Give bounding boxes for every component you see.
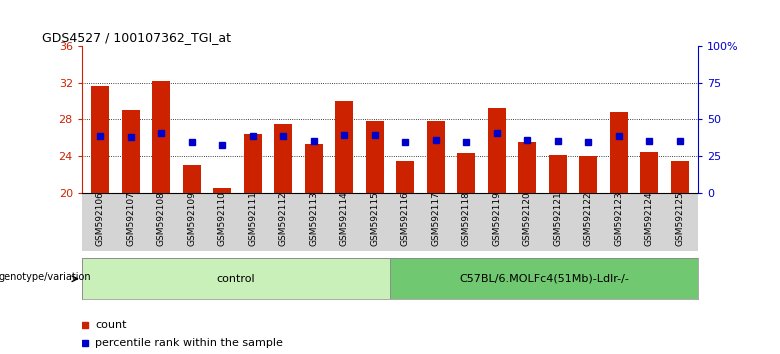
Bar <box>390 258 698 299</box>
Bar <box>366 121 384 193</box>
Bar <box>335 101 353 193</box>
Bar <box>396 161 414 193</box>
Bar <box>91 86 109 193</box>
Bar <box>610 112 628 193</box>
Text: percentile rank within the sample: percentile rank within the sample <box>95 338 283 348</box>
Text: control: control <box>217 274 255 284</box>
Bar <box>548 155 567 193</box>
Bar <box>488 108 506 193</box>
Bar <box>183 165 201 193</box>
Bar <box>243 134 262 193</box>
Bar <box>427 121 445 193</box>
Bar <box>274 124 292 193</box>
Bar <box>122 110 140 193</box>
Bar <box>579 156 597 193</box>
Text: count: count <box>95 320 127 330</box>
Bar <box>518 142 537 193</box>
Text: C57BL/6.MOLFc4(51Mb)-Ldlr-/-: C57BL/6.MOLFc4(51Mb)-Ldlr-/- <box>459 274 629 284</box>
Bar <box>213 188 232 193</box>
Bar <box>640 152 658 193</box>
Bar <box>152 81 170 193</box>
Text: GDS4527 / 100107362_TGI_at: GDS4527 / 100107362_TGI_at <box>42 31 231 44</box>
Bar <box>457 153 476 193</box>
Bar <box>82 258 390 299</box>
Bar <box>304 144 323 193</box>
Text: genotype/variation: genotype/variation <box>0 272 91 282</box>
Bar <box>671 161 689 193</box>
